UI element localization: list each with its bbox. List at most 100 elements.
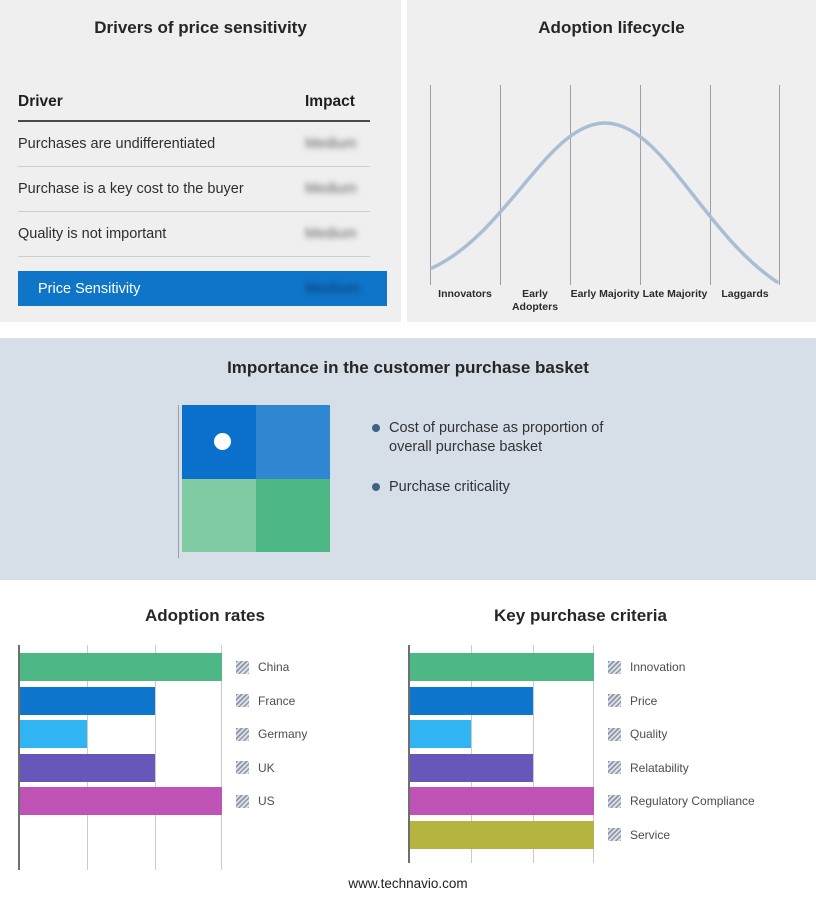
bar-china (20, 653, 222, 681)
bar-quality (410, 720, 472, 748)
hatch-swatch-icon (608, 761, 621, 774)
legend-label: US (258, 794, 275, 808)
gridline (710, 85, 711, 285)
legend-label: France (258, 693, 296, 708)
legend-label: Germany (258, 727, 308, 741)
stage-label: Innovators (438, 288, 492, 300)
quadrant-axis-line (178, 405, 179, 558)
bullet-item: Cost of purchase as proportion of overal… (372, 419, 634, 457)
legend-item: Price (608, 687, 657, 715)
drivers-table: Driver Impact Purchases are undifferenti… (18, 93, 370, 257)
legend-label: China (258, 660, 290, 674)
key-purchase-criteria-chart: Innovation Price Quality Relatability Regula… (408, 645, 808, 863)
bar-uk (20, 753, 155, 782)
driver-cell: Purchase is a key cost to the buyer (18, 181, 244, 197)
driver-cell: Purchases are undifferentiated (18, 136, 216, 152)
legend-label: Regulatory Compliance (630, 794, 755, 808)
hatch-swatch-icon (608, 727, 621, 741)
bar-price (410, 686, 533, 715)
legend-label: Relatability (630, 760, 689, 775)
adoption-rates-chart: China France Germany UK US (18, 645, 436, 870)
bar-service (410, 820, 594, 849)
legend-item: Germany (236, 720, 307, 748)
legend-item: US (236, 787, 275, 815)
legend-item: France (236, 687, 295, 715)
quadrant-marker-dot (214, 433, 231, 450)
chart-legend: Innovation Price Quality Relatability Regula… (608, 645, 808, 863)
basket-band: Importance in the customer purchase bask… (0, 338, 816, 580)
impact-value: Medium (305, 181, 357, 197)
bar-relatability (410, 753, 533, 782)
hatch-swatch-icon (236, 660, 249, 674)
hatch-swatch-icon (236, 794, 249, 808)
bullet-list: Cost of purchase as proportion of overal… (372, 419, 634, 518)
chart-legend: China France Germany UK US (236, 645, 436, 870)
table-row: Quality is not important Medium (18, 212, 370, 257)
gridline (779, 85, 780, 285)
bullet-dot-icon (372, 483, 380, 492)
lifecycle-gridlines (430, 85, 780, 285)
hatch-swatch-icon (236, 694, 249, 707)
driver-column-header: Driver (18, 93, 63, 110)
hatch-swatch-icon (608, 794, 621, 808)
legend-item: Innovation (608, 653, 685, 681)
quadrant-cell-top-right (256, 405, 330, 479)
driver-cell: Quality is not important (18, 226, 167, 242)
legend-label: Price (630, 693, 658, 708)
plot-area (408, 645, 594, 863)
drivers-panel: Drivers of price sensitivity Driver Impa… (0, 0, 401, 322)
bullet-item: Purchase criticality (372, 478, 634, 497)
hatch-swatch-icon (236, 727, 249, 741)
legend-item: UK (236, 754, 275, 782)
gridline (570, 85, 571, 285)
website-url: www.technavio.com (348, 876, 468, 891)
lifecycle-panel: Adoption lifecycle (407, 0, 816, 322)
gridline (430, 85, 431, 285)
drivers-panel-title: Drivers of price sensitivity (94, 18, 307, 37)
bullet-text: Purchase criticality (389, 479, 510, 496)
stage-label: Laggards (721, 288, 769, 300)
hatch-swatch-icon (608, 828, 621, 841)
drivers-table-header: Driver Impact (18, 93, 370, 122)
chart-title: Key purchase criteria (494, 606, 667, 625)
basket-title: Importance in the customer purchase bask… (227, 358, 589, 377)
price-sensitivity-value: Medium (305, 280, 360, 297)
price-sensitivity-label: Price Sensitivity (38, 280, 141, 297)
plot-area (18, 645, 222, 870)
legend-item: Relatability (608, 754, 689, 782)
impact-value: Medium (305, 226, 357, 242)
quadrant-cell-bottom-left (182, 478, 256, 552)
legend-label: Service (630, 827, 671, 842)
bell-curve (430, 121, 779, 284)
hatch-swatch-icon (236, 761, 249, 774)
lifecycle-panel-title: Adoption lifecycle (538, 18, 685, 37)
table-row: Purchase is a key cost to the buyer Medi… (18, 167, 370, 212)
stage-label: Late Majority (642, 288, 708, 300)
table-row: Purchases are undifferentiated Medium (18, 122, 370, 167)
bar-regulatory-compliance (410, 787, 594, 815)
gridline (154, 645, 156, 870)
legend-label: Innovation (630, 660, 686, 674)
legend-label: UK (258, 760, 275, 775)
legend-label: Quality (630, 727, 668, 741)
impact-value: Medium (305, 136, 357, 152)
legend-item: China (236, 653, 289, 681)
stage-label: Early Majority (570, 288, 640, 300)
gridline (500, 85, 501, 285)
bullet-text: Cost of purchase as proportion of overal… (389, 420, 604, 456)
legend-item: Service (608, 821, 670, 849)
hatch-swatch-icon (608, 660, 621, 674)
chart-title: Adoption rates (145, 606, 265, 625)
price-sensitivity-bar: Price Sensitivity Medium (18, 271, 387, 306)
impact-column-header: Impact (305, 93, 355, 110)
lifecycle-stage-labels: Innovators Early Adopters Early Majority… (430, 288, 780, 313)
hatch-swatch-icon (608, 694, 621, 707)
bar-us (20, 787, 222, 815)
key-purchase-criteria-title: Key purchase criteria (408, 606, 753, 626)
legend-item: Regulatory Compliance (608, 787, 755, 815)
gridline (640, 85, 641, 285)
stage-label: Early Adopters (511, 288, 559, 313)
adoption-rates-title: Adoption rates (0, 606, 410, 626)
gridline (532, 645, 534, 863)
